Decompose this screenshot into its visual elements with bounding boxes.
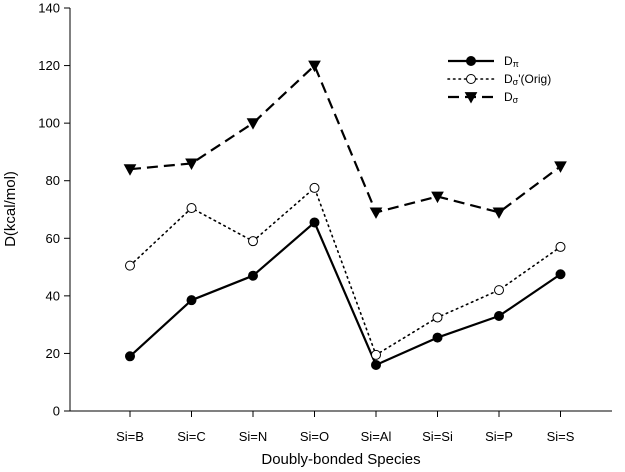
data-point: [371, 359, 381, 370]
legend-label-subscript: σ: [513, 95, 519, 105]
legend-label-suffix: '(Orig): [518, 72, 551, 86]
data-point: [125, 260, 135, 271]
data-point: [555, 269, 566, 280]
y-tick-label: 0: [53, 404, 60, 419]
x-tick-label: Si=Al: [361, 429, 392, 444]
series-line: [129, 64, 562, 214]
y-tick-label: 40: [46, 288, 60, 303]
series-1: [125, 182, 566, 360]
x-tick-label: Si=C: [177, 429, 206, 444]
legend-entry: Dπ: [448, 54, 519, 69]
series-line: [129, 221, 562, 367]
data-point: [555, 241, 566, 252]
series-2: [123, 60, 567, 219]
legend-label: Dσ: [504, 90, 519, 105]
x-tick-label: Si=S: [547, 429, 575, 444]
x-tick-label: Si=Si: [422, 429, 453, 444]
series-0: [125, 217, 566, 370]
y-tick-label: 120: [38, 58, 60, 73]
x-axis-title: Doubly-bonded Species: [261, 451, 420, 468]
x-tick-label: Si=O: [300, 429, 329, 444]
legend-entry: Dσ'(Orig): [447, 72, 551, 87]
y-axis-title: D(kcal/mol): [2, 171, 19, 247]
x-tick-label: Si=B: [116, 429, 144, 444]
x-tick-label: Si=N: [239, 429, 268, 444]
y-tick-label: 140: [38, 1, 60, 16]
y-ticks: 0 20 40 60 80 100 120 140: [38, 1, 70, 419]
data-point: [186, 203, 197, 214]
legend-label: Dπ: [504, 54, 519, 69]
data-point: [186, 295, 197, 306]
legend-label-subscript: σ: [513, 77, 519, 87]
data-point: [494, 311, 504, 322]
data-point: [185, 158, 198, 170]
legend-label-base: D: [504, 90, 513, 104]
data-point: [494, 285, 504, 296]
legend-entry: Dσ: [448, 90, 519, 105]
data-point: [371, 349, 381, 360]
legend-label-base: D: [504, 54, 513, 68]
legend-marker: [464, 92, 478, 104]
data-point: [246, 118, 260, 130]
data-point: [123, 164, 137, 176]
y-tick-label: 100: [38, 116, 60, 131]
legend-label-subscript: π: [513, 59, 519, 69]
axes: [69, 8, 612, 412]
data-point: [125, 351, 135, 362]
data-point: [432, 332, 443, 343]
data-point: [309, 182, 320, 193]
legend-marker: [466, 56, 476, 66]
data-point: [309, 217, 320, 228]
data-point: [248, 236, 258, 247]
legend-marker: [466, 74, 476, 84]
data-point: [554, 161, 567, 173]
y-tick-label: 80: [46, 173, 60, 188]
data-point: [492, 207, 506, 219]
data-point: [248, 270, 258, 281]
data-point: [431, 191, 444, 204]
data-point: [432, 312, 443, 323]
legend-label-base: D: [504, 72, 513, 86]
y-tick-label: 60: [46, 231, 60, 246]
series-layer: [123, 60, 567, 370]
x-tick-label: Si=P: [485, 429, 513, 444]
data-point: [308, 60, 321, 73]
data-point: [369, 207, 383, 219]
y-tick-label: 20: [46, 346, 60, 361]
legend-label: Dσ'(Orig): [504, 72, 551, 87]
series-line: [129, 187, 562, 356]
x-ticks: Si=B Si=C Si=N Si=O Si=Al Si=Si Si=P Si=S: [116, 411, 575, 444]
